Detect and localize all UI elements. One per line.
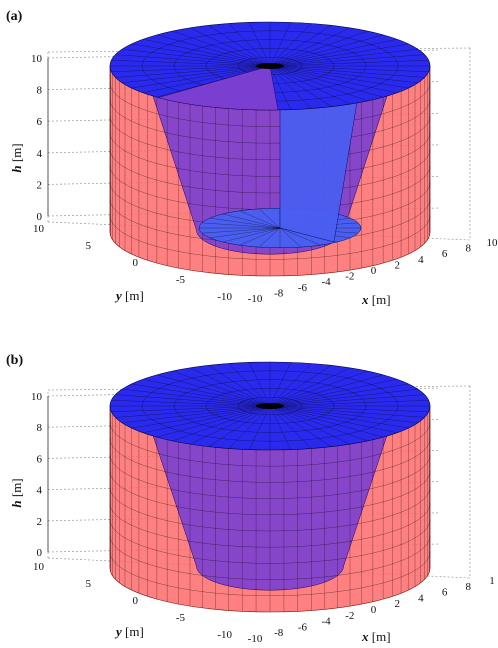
x-tick-label: -6 (298, 282, 308, 294)
panel-a: (a) 0 2 4 6 8 10 10 5 0 -5 -10 -10 -8 -6 -4 -2 0 2 4 6 8 10… (6, 9, 498, 307)
x-tick-label: 8 (466, 243, 472, 255)
panel-a-y-axis-label: y [m] (114, 288, 144, 303)
x-tick-label: 0 (371, 265, 377, 277)
y-tick-label: 5 (86, 578, 92, 590)
panel-b-z-ticks: 0 2 4 6 8 10 (31, 391, 43, 559)
x-tick-label: 0 (371, 604, 377, 616)
z-tick-label: 4 (37, 485, 43, 497)
top-hub (256, 403, 284, 409)
z-tick-label: 8 (37, 422, 43, 434)
y-tick-label: -10 (217, 291, 232, 303)
z-tick-label: 0 (37, 547, 43, 559)
x-tick-label: -8 (274, 627, 284, 639)
x-tick-label: -2 (345, 610, 354, 622)
x-tick-label: -4 (322, 616, 332, 628)
x-tick-label: -10 (248, 633, 263, 645)
x-tick-label: 4 (418, 254, 424, 266)
x-tick-label: -10 (248, 293, 263, 305)
z-tick-label: 10 (31, 53, 43, 65)
x-tick-label: 6 (442, 587, 448, 599)
panel-a-x-axis-label: x [m] (361, 292, 391, 307)
x-tick-label: 8 (466, 581, 472, 593)
y-tick-label: -5 (176, 612, 186, 624)
x-tick-label: 10 (487, 237, 498, 249)
z-tick-label: 0 (37, 211, 43, 223)
z-tick-label: 4 (37, 148, 43, 160)
panel-b-z-axis-label: h [m] (9, 478, 24, 507)
y-tick-label: 0 (133, 257, 139, 269)
y-tick-label: 5 (86, 240, 92, 252)
panel-a-z-axis-label: h [m] (9, 143, 24, 172)
x-tick-label: 6 (442, 248, 448, 260)
panel-a-cylinder (110, 22, 430, 276)
panel-b-x-axis-label: x [m] (361, 629, 391, 644)
x-tick-label: 2 (394, 598, 400, 610)
top-hub (256, 63, 284, 69)
z-tick-label: 2 (37, 179, 43, 191)
x-tick-label: -6 (298, 621, 308, 633)
z-tick-label: 6 (37, 116, 43, 128)
panel-a-label: (a) (6, 9, 23, 24)
x-tick-label: -2 (345, 271, 354, 283)
panel-b-label: (b) (6, 353, 23, 368)
y-tick-label: 10 (33, 561, 45, 573)
y-tick-label: 0 (133, 595, 139, 607)
x-tick-label: 2 (394, 259, 400, 271)
panel-b-cylinder (110, 362, 430, 612)
z-tick-label: 6 (37, 453, 43, 465)
z-tick-label: 8 (37, 85, 43, 97)
panel-b-y-axis-label: y [m] (114, 624, 144, 639)
y-tick-label: -10 (217, 629, 232, 641)
z-tick-label: 10 (31, 391, 43, 403)
x-tick-label: -8 (274, 287, 284, 299)
z-tick-label: 2 (37, 516, 43, 528)
x-tick-label: 1 (489, 575, 495, 587)
y-tick-label: 10 (33, 223, 45, 235)
panel-a-z-ticks: 0 2 4 6 8 10 (31, 53, 43, 223)
x-tick-label: 4 (418, 592, 424, 604)
x-tick-label: -4 (322, 276, 332, 288)
y-tick-label: -5 (176, 274, 186, 286)
